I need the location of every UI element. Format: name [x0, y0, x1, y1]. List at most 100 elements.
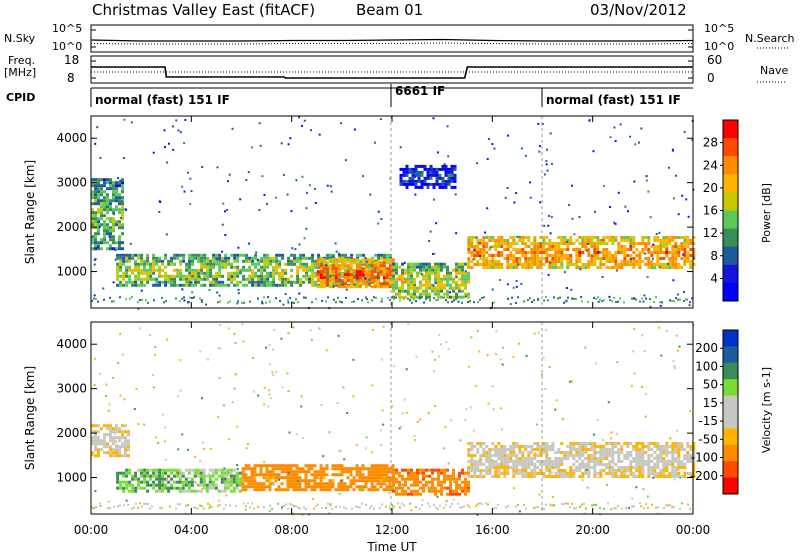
heatmap-cell [500, 451, 504, 454]
power-colorbar-tick-label: 8 [710, 249, 718, 263]
heatmap-cell [410, 483, 413, 487]
heatmap-cell [295, 467, 299, 471]
heatmap-cell [649, 298, 651, 301]
heatmap-cell [641, 454, 645, 457]
heatmap-cell [413, 292, 416, 296]
heatmap-cell [319, 267, 323, 271]
heatmap-cell [609, 299, 611, 302]
heatmap-cell [275, 271, 279, 275]
heatmap-cell [527, 454, 531, 457]
heatmap-cell [434, 268, 437, 272]
heatmap-cell [205, 474, 209, 478]
heatmap-cell [467, 266, 471, 269]
heatmap-cell [608, 472, 612, 475]
heatmap-cell [352, 476, 356, 480]
heatmap-cell [521, 242, 525, 245]
heatmap-cell [638, 457, 642, 460]
heatmap-cell [149, 277, 153, 281]
heatmap-cell [440, 486, 443, 490]
heatmap-cell [173, 256, 177, 260]
heatmap-cell [623, 251, 627, 254]
heatmap-cell [692, 257, 695, 260]
heatmap-cell [340, 482, 344, 486]
heatmap-cell [371, 265, 375, 269]
heatmap-cell [327, 296, 329, 299]
heatmap-cell [208, 486, 212, 490]
heatmap-cell [665, 266, 669, 269]
heatmap-cell [327, 502, 329, 505]
heatmap-cell [226, 486, 230, 490]
heatmap-cell [641, 334, 644, 337]
heatmap-cell [623, 442, 627, 445]
heatmap-cell [359, 506, 361, 509]
heatmap-cell [401, 502, 403, 505]
heatmap-cell [569, 469, 573, 472]
heatmap-cell [512, 242, 516, 245]
heatmap-cell [190, 190, 193, 193]
heatmap-cell [455, 286, 458, 290]
heatmap-cell [181, 489, 185, 493]
heatmap-cell [521, 466, 525, 469]
heatmap-cell [662, 257, 666, 260]
heatmap-cell [547, 224, 550, 227]
heatmap-cell [322, 285, 326, 289]
heatmap-cell [388, 476, 392, 480]
heatmap-cell [367, 301, 369, 304]
heatmap-cell [131, 280, 135, 284]
heatmap-cell [149, 262, 153, 266]
heatmap-cell [478, 350, 481, 353]
heatmap-cell [177, 129, 180, 132]
heatmap-cell [289, 297, 291, 300]
heatmap-cell [187, 468, 191, 472]
heatmap-cell [149, 274, 153, 278]
heatmap-cell [122, 480, 126, 484]
heatmap-cell [563, 236, 567, 239]
heatmap-cell [275, 371, 278, 374]
heatmap-cell [417, 176, 421, 180]
heatmap-cell [361, 261, 365, 265]
heatmap-cell [467, 466, 471, 469]
heatmap-cell [313, 488, 317, 492]
heatmap-cell [560, 266, 564, 269]
heatmap-cell [106, 433, 109, 437]
heatmap-cell [560, 239, 564, 242]
heatmap-cell [479, 239, 483, 242]
heatmap-cell [367, 479, 371, 483]
heatmap-cell [497, 475, 501, 478]
heatmap-cell [257, 277, 261, 281]
heatmap-cell [435, 176, 439, 180]
heatmap-cell [572, 442, 576, 445]
heatmap-cell [467, 454, 471, 457]
heatmap-cell [350, 253, 354, 257]
heatmap-cell [680, 236, 684, 239]
heatmap-cell [413, 280, 416, 284]
heatmap-cell [656, 260, 660, 263]
heatmap-cell [116, 477, 120, 481]
heatmap-cell [590, 260, 594, 263]
heatmap-cell [605, 251, 609, 254]
heatmap-cell [432, 173, 436, 177]
heatmap-cell [593, 245, 597, 248]
heatmap-cell [298, 485, 302, 489]
heatmap-cell [346, 258, 350, 262]
heatmap-cell [293, 253, 297, 257]
heatmap-cell [223, 471, 227, 475]
heatmap-cell [410, 286, 413, 290]
heatmap-cell [275, 283, 279, 287]
heatmap-cell [683, 291, 685, 293]
heatmap-cell [533, 507, 535, 510]
heatmap-cell [362, 253, 366, 257]
heatmap-cell [551, 266, 555, 269]
heatmap-cell [382, 464, 386, 468]
heatmap-cell [566, 260, 570, 263]
heatmap-cell [499, 407, 502, 410]
heatmap-cell [683, 472, 687, 475]
heatmap-cell [170, 259, 174, 263]
heatmap-cell [385, 273, 389, 277]
heatmap-cell [422, 483, 425, 487]
heatmap-cell [385, 470, 389, 474]
heatmap-cell [296, 469, 299, 472]
heatmap-cell [178, 474, 182, 478]
heatmap-cell [475, 384, 477, 387]
heatmap-cell [495, 330, 498, 333]
